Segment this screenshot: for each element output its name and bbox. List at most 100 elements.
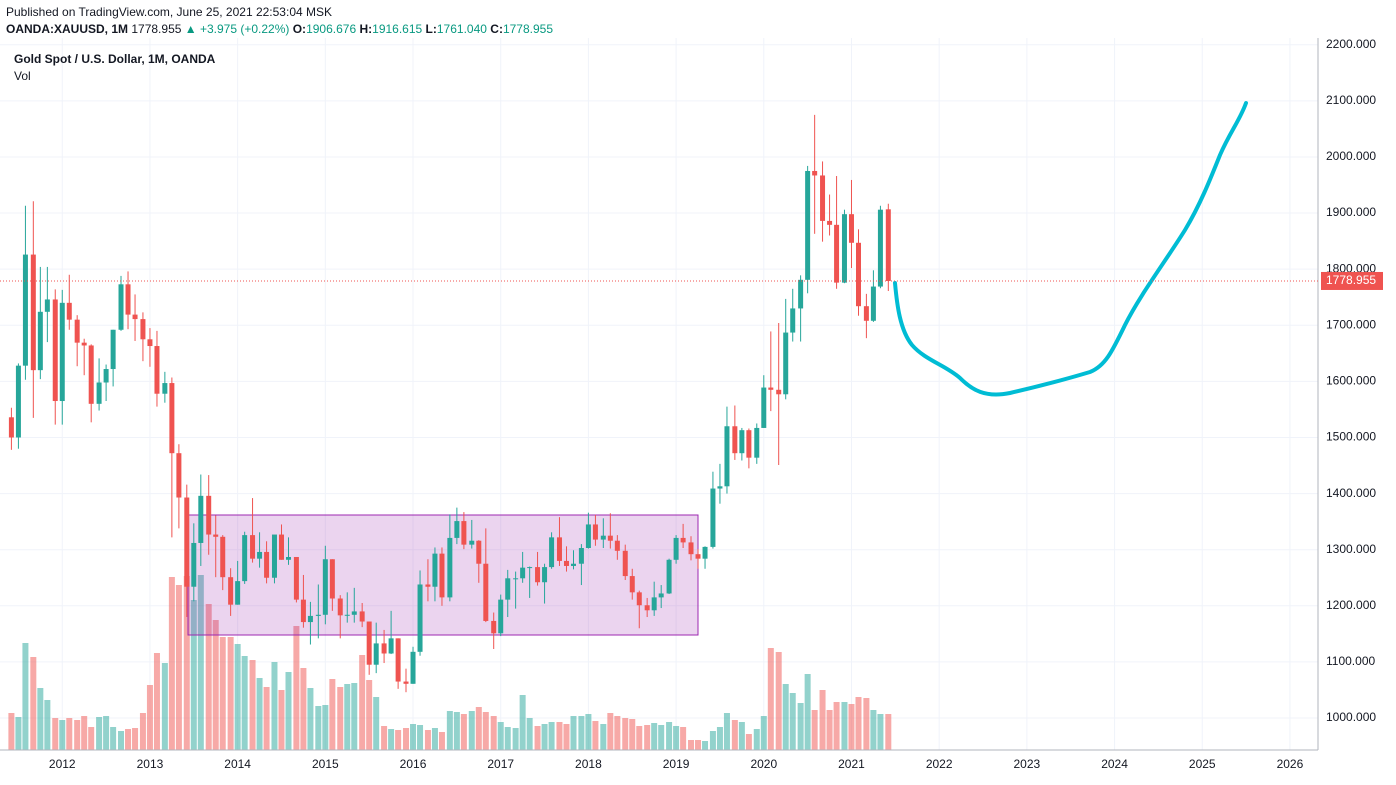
candle-body	[154, 346, 160, 394]
candle-body	[359, 611, 365, 622]
x-tick-label: 2023	[1014, 757, 1041, 771]
volume-bar	[811, 710, 818, 750]
candle-body	[176, 453, 182, 498]
candle-body	[140, 319, 146, 340]
candle-body	[125, 284, 131, 315]
volume-bar	[373, 697, 380, 750]
candle-body	[15, 365, 21, 438]
volume-bar	[205, 604, 212, 750]
x-tick-label: 2025	[1189, 757, 1216, 771]
candle-body	[710, 488, 716, 547]
volume-bar	[570, 716, 577, 750]
candle-body	[96, 382, 102, 404]
volume-bar	[782, 684, 789, 750]
volume-bar	[563, 724, 570, 750]
candle-body	[877, 209, 883, 287]
volume-bar	[227, 637, 234, 750]
volume-bar	[863, 698, 870, 750]
candle-body	[600, 535, 606, 540]
candle-body	[666, 559, 672, 594]
last-price-label: 1778.955	[1326, 273, 1376, 287]
candle-body	[768, 387, 774, 390]
candle-body	[841, 214, 847, 283]
volume-bar	[600, 724, 607, 750]
volume-bar	[81, 716, 88, 750]
x-tick-label: 2014	[224, 757, 251, 771]
candle-body	[885, 209, 891, 281]
l-value: 1761.040	[436, 22, 487, 36]
candle-body	[344, 614, 350, 616]
price: 1778.955	[131, 22, 182, 36]
candle-body	[52, 299, 58, 402]
candle-body	[191, 542, 197, 587]
volume-bar	[504, 727, 511, 750]
candle-body	[439, 553, 445, 598]
volume-bar	[622, 718, 629, 750]
candle-body	[527, 567, 533, 569]
volume-bar	[431, 728, 438, 750]
volume-bar	[161, 663, 168, 750]
candle-body	[855, 242, 861, 307]
drawn-projection	[893, 101, 1248, 397]
x-tick-label: 2015	[312, 757, 339, 771]
y-tick-label: 1400.000	[1326, 486, 1376, 500]
candle-body	[732, 426, 738, 454]
volume-bar	[438, 732, 445, 750]
last-price-tag	[1321, 271, 1383, 290]
candle-body	[717, 486, 723, 489]
candle-body	[658, 593, 664, 598]
x-tick-label: 2022	[926, 757, 953, 771]
candle-body	[147, 339, 153, 347]
candle-body	[483, 563, 489, 621]
candle-body	[169, 383, 175, 454]
candle-body	[286, 556, 292, 560]
candle-body	[834, 224, 840, 283]
candle-body	[271, 534, 277, 578]
candle-body	[329, 559, 335, 599]
volume-bar	[797, 703, 804, 750]
candle-body	[476, 540, 482, 564]
volume-bar	[629, 719, 636, 750]
volume-bar	[475, 707, 482, 750]
volume-bar	[534, 726, 541, 750]
y-tick-label: 1800.000	[1326, 261, 1376, 275]
candle-body	[549, 537, 555, 568]
x-tick-label: 2019	[663, 757, 690, 771]
volume-bar	[285, 672, 292, 750]
y-tick-label: 1300.000	[1326, 542, 1376, 556]
candle-body	[118, 284, 124, 330]
volume-bar	[819, 690, 826, 750]
y-tick-label: 1200.000	[1326, 598, 1376, 612]
candle-body	[388, 638, 394, 654]
volume-bar	[293, 626, 300, 750]
candle-body	[592, 524, 598, 540]
header: Published on TradingView.com, June 25, 2…	[6, 4, 553, 38]
candle-body	[820, 175, 826, 221]
x-tick-label: 2017	[487, 757, 514, 771]
volume-bar	[833, 702, 840, 750]
candle-body	[790, 308, 796, 333]
candle-body	[235, 581, 241, 605]
candle-body	[739, 430, 745, 454]
candle-body	[44, 299, 50, 312]
volume-bar	[541, 724, 548, 750]
volume-bar	[556, 722, 563, 750]
candle-body	[702, 546, 708, 559]
candle-body	[30, 254, 36, 371]
volume-bar	[877, 714, 884, 750]
candle-body	[761, 387, 767, 428]
y-tick-label: 1100.000	[1326, 654, 1375, 668]
volume-bar	[22, 643, 29, 750]
volume-bar	[125, 729, 132, 750]
volume-bar	[607, 713, 614, 750]
volume-bar	[585, 714, 592, 750]
volume-bar	[841, 702, 848, 750]
x-tick-label: 2026	[1277, 757, 1304, 771]
candle-body	[8, 417, 14, 438]
candle-body	[556, 537, 562, 561]
h-value: 1916.615	[372, 22, 423, 36]
volume-bar	[388, 729, 395, 750]
volume-bar	[66, 718, 73, 750]
volume-bar	[59, 720, 66, 750]
y-tick-label: 1700.000	[1326, 317, 1376, 331]
